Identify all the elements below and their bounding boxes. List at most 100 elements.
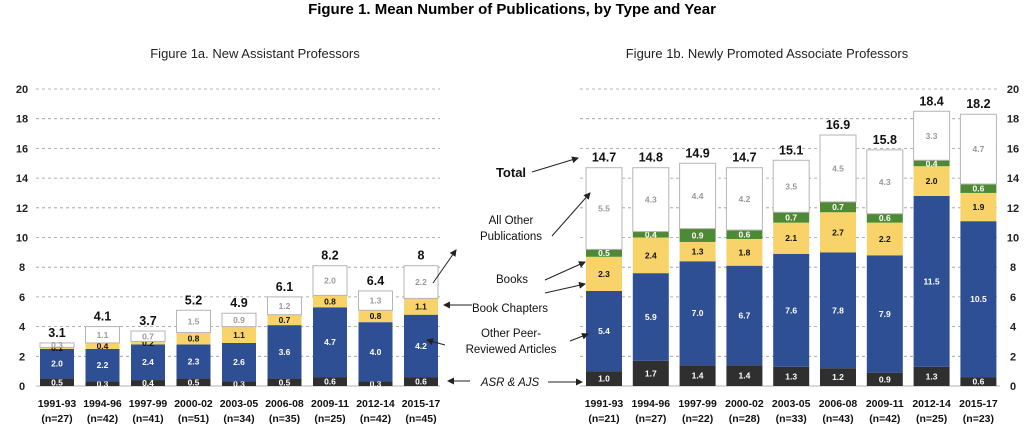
total-label: 4.1 xyxy=(94,310,111,324)
data-label: 0.3 xyxy=(233,379,245,389)
data-label: 0.3 xyxy=(51,340,63,350)
data-label: 0.6 xyxy=(324,377,336,387)
bar-segment-asr-ajs xyxy=(913,366,950,386)
bar-segment-book-chapters xyxy=(358,310,393,323)
bar-segment-other xyxy=(819,134,857,203)
x-n-label: (n=51) xyxy=(178,413,209,425)
data-label: 0.6 xyxy=(972,183,984,193)
bar-segment-other xyxy=(913,110,951,161)
data-label: 0.9 xyxy=(233,315,245,325)
x-category-label: 2012-14 xyxy=(912,398,951,410)
data-label: 1.2 xyxy=(832,372,844,382)
total-label: 6.4 xyxy=(367,274,384,288)
data-label: 0.1 xyxy=(51,343,63,353)
bar-segment-asr-ajs xyxy=(960,377,997,386)
bar-segment-other xyxy=(585,167,623,250)
legend-arrow xyxy=(551,192,591,237)
y-tick-label: 0 xyxy=(19,381,25,393)
x-category-label: 1991-93 xyxy=(38,398,77,410)
y-tick-label: 14 xyxy=(16,173,29,185)
legend-other-label-line2: Publications xyxy=(480,231,542,243)
x-n-label: (n=23) xyxy=(963,413,994,425)
data-label: 1.9 xyxy=(972,202,984,212)
bar-segment-asr-ajs xyxy=(358,381,393,386)
data-label: 10.5 xyxy=(970,294,987,304)
data-label: 2.0 xyxy=(51,359,63,369)
bar-segment-peer-reviewed xyxy=(913,195,950,367)
chart-panel-b: Figure 1b. Newly Promoted Associate Prof… xyxy=(580,46,1020,425)
x-n-label: (n=25) xyxy=(916,413,947,425)
total-label: 14.9 xyxy=(685,146,709,160)
total-label: 4.9 xyxy=(230,296,247,310)
legend-arrow xyxy=(569,332,589,342)
y-tick-label: 16 xyxy=(1007,143,1019,155)
legend-other-label-line1: All Other xyxy=(489,215,534,227)
data-label: 3.6 xyxy=(279,347,291,357)
data-label: 2.2 xyxy=(97,360,109,370)
total-label: 16.9 xyxy=(826,118,850,132)
data-label: 0.7 xyxy=(279,315,291,325)
bar-segment-book-chapters xyxy=(866,222,903,256)
data-label: 2.1 xyxy=(785,233,797,243)
x-category-label: 2000-02 xyxy=(725,398,764,410)
bar-segment-other xyxy=(725,167,763,231)
data-label: 4.7 xyxy=(324,337,336,347)
legend-arrow xyxy=(432,249,457,284)
bar-segment-asr-ajs xyxy=(176,378,211,386)
y-tick-label: 12 xyxy=(16,203,28,215)
data-label: 5.4 xyxy=(598,326,610,336)
data-label: 1.8 xyxy=(738,247,750,257)
bar-segment-asr-ajs xyxy=(820,368,856,386)
bar-segment-peer-reviewed xyxy=(866,255,903,373)
data-label: 0.3 xyxy=(97,379,109,389)
bar-segment-peer-reviewed xyxy=(40,348,74,379)
total-label: 14.7 xyxy=(592,151,616,165)
bar-segment-peer-reviewed xyxy=(586,290,622,372)
y-tick-label: 10 xyxy=(16,233,28,245)
data-label: 0.6 xyxy=(415,377,427,387)
total-label: 3.7 xyxy=(139,314,156,328)
data-label: 4.2 xyxy=(415,341,427,351)
x-n-label: (n=28) xyxy=(729,413,760,425)
bar-segment-asr-ajs xyxy=(267,378,302,386)
bar-segment-peer-reviewed xyxy=(131,344,165,381)
bar-segment-books xyxy=(960,184,997,193)
bar-segment-books xyxy=(866,213,903,223)
bar-segment-books xyxy=(679,228,716,242)
data-label: 4.3 xyxy=(879,177,891,187)
data-label: 0.5 xyxy=(188,377,200,387)
bar-segment-peer-reviewed xyxy=(267,325,302,379)
y-tick-label: 18 xyxy=(1007,114,1019,126)
data-label: 0.5 xyxy=(51,377,63,387)
bar-segment-peer-reviewed xyxy=(726,265,763,366)
data-label: 2.2 xyxy=(879,234,891,244)
total-label: 6.1 xyxy=(276,280,293,294)
x-n-label: (n=45) xyxy=(405,413,436,425)
data-label: 5.9 xyxy=(645,312,657,322)
bar-segment-peer-reviewed xyxy=(960,221,997,378)
legend-arrow xyxy=(426,338,446,346)
bar-segment-other xyxy=(85,326,120,344)
bar-segment-book-chapters xyxy=(913,166,950,196)
data-label: 0.6 xyxy=(972,377,984,387)
legend-peer-reviewed-label-line2: Reviewed Articles xyxy=(466,344,557,356)
y-tick-label: 10 xyxy=(1007,233,1019,245)
data-label: 0.6 xyxy=(879,213,891,223)
bar-segment-asr-ajs xyxy=(131,380,165,386)
data-label: 7.6 xyxy=(785,305,797,315)
data-label: 2.4 xyxy=(645,250,657,260)
data-label: 0.9 xyxy=(879,374,891,384)
bar-segment-other xyxy=(267,296,302,316)
x-category-label: 2009-11 xyxy=(866,398,904,410)
data-label: 5.5 xyxy=(598,204,610,214)
y-tick-label: 14 xyxy=(1007,173,1020,185)
x-n-label: (n=21) xyxy=(588,413,619,425)
y-tick-label: 8 xyxy=(19,262,25,274)
data-label: 1.3 xyxy=(370,296,382,306)
bar-segment-book-chapters xyxy=(586,256,622,291)
bar-segment-book-chapters xyxy=(267,314,302,326)
x-category-label: 2015-17 xyxy=(959,398,998,410)
bar-segment-asr-ajs xyxy=(404,377,438,386)
bar-segment-other xyxy=(632,167,670,233)
bar-segment-book-chapters xyxy=(313,295,347,308)
